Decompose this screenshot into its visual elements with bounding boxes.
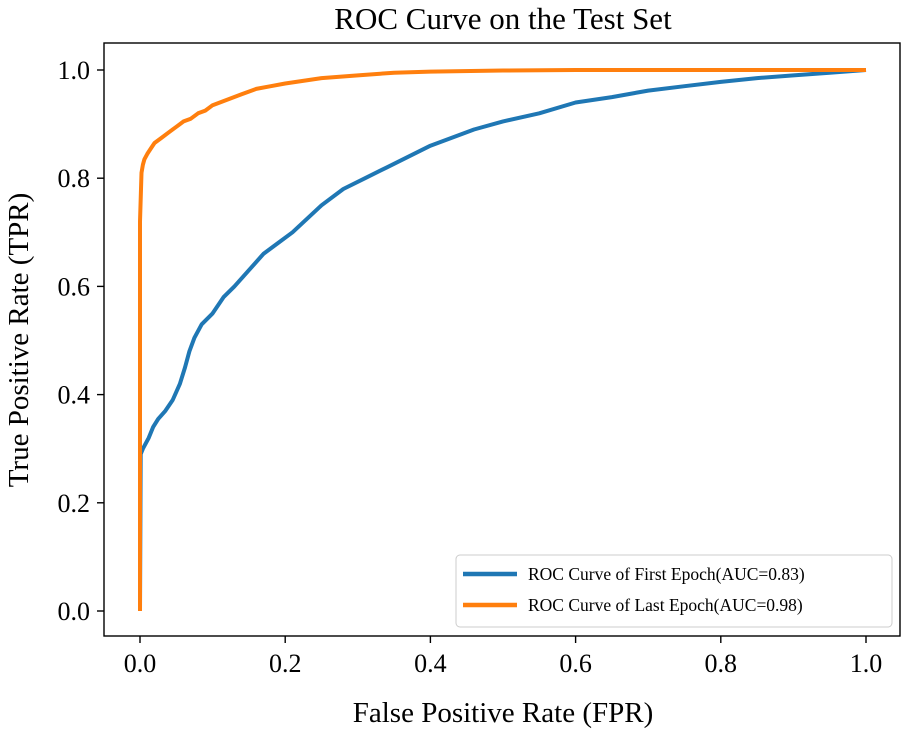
y-axis-label: True Positive Rate (TPR): [3, 193, 35, 488]
legend-label-first-epoch: ROC Curve of First Epoch(AUC=0.83): [528, 564, 805, 584]
legend: ROC Curve of First Epoch(AUC=0.83) ROC C…: [455, 554, 893, 628]
legend-label-last-epoch: ROC Curve of Last Epoch(AUC=0.98): [528, 595, 803, 615]
y-tick-label: 0.6: [58, 272, 91, 301]
x-tick-label: 0.4: [414, 649, 447, 678]
x-tick-label: 0.0: [124, 649, 157, 678]
legend-box: [455, 554, 893, 628]
x-axis-label: False Positive Rate (FPR): [353, 697, 653, 729]
series-line-first-epoch: [138, 68, 867, 612]
y-tick-label: 1.0: [58, 56, 91, 85]
y-tick-label: 0.8: [58, 164, 91, 193]
x-tick-label: 1.0: [850, 649, 883, 678]
series-layer: [138, 68, 867, 612]
y-tick-label: 0.4: [58, 381, 91, 410]
y-tick-label: 0.0: [58, 597, 91, 626]
chart-title: ROC Curve on the Test Set: [334, 1, 672, 36]
ticks-layer: 0.0 0.2 0.4 0.6 0.8 1.0 0.0 0.2 0.4 0.6 0.8 1.0: [58, 56, 883, 678]
series-line-last-epoch: [138, 68, 866, 611]
x-tick-label: 0.2: [269, 649, 302, 678]
x-tick-label: 0.6: [559, 649, 592, 678]
plot-frame: [103, 42, 901, 637]
x-tick-label: 0.8: [705, 649, 738, 678]
y-tick-label: 0.2: [58, 489, 91, 518]
